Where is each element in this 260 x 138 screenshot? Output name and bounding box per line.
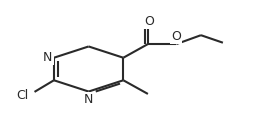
Text: O: O [171, 30, 181, 43]
Text: O: O [144, 15, 154, 28]
Text: N: N [84, 93, 93, 106]
Text: Cl: Cl [16, 89, 28, 102]
Text: N: N [43, 51, 53, 64]
